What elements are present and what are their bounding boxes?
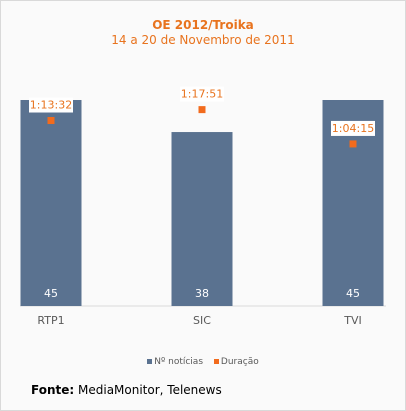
- duration-label-sic: 1:17:51: [181, 88, 223, 101]
- legend-item-count: Nº notícias: [147, 357, 203, 367]
- source-text: MediaMonitor, Telenews: [78, 383, 222, 397]
- legend-label-duration: Duração: [220, 357, 259, 367]
- chart-subtitle: 14 a 20 de Novembro de 2011: [111, 33, 295, 47]
- duration-label-bg-sic: [180, 86, 224, 102]
- duration-label-bg-rtp1: [29, 97, 73, 113]
- bar-value-tvi: 45: [346, 287, 360, 300]
- tick-label-rtp1: RTP1: [37, 314, 64, 327]
- duration-label-tvi: 1:04:15: [332, 122, 374, 135]
- duration-label-rtp1: 1:13:32: [30, 99, 72, 112]
- bar-sic: [171, 132, 233, 306]
- marker-duration-tvi: [349, 140, 357, 148]
- legend-item-duration: Duração: [213, 357, 259, 367]
- bar-value-sic: 38: [195, 287, 209, 300]
- bar-rtp1: [20, 100, 82, 306]
- legend-swatch-count: [147, 359, 153, 364]
- legend: Nº notícias Duração: [0, 357, 406, 367]
- legend-label-count: Nº notícias: [154, 357, 204, 367]
- source-label: Fonte:: [31, 383, 75, 397]
- marker-duration-rtp1: [47, 117, 55, 125]
- source-note: Fonte: MediaMonitor, Telenews: [31, 383, 222, 397]
- duration-label-bg-tvi: [331, 120, 375, 136]
- chart-title: OE 2012/Troika: [152, 18, 254, 32]
- bar-value-rtp1: 45: [44, 287, 58, 300]
- marker-duration-sic: [198, 106, 206, 114]
- tick-label-sic: SIC: [193, 314, 211, 327]
- tick-label-tvi: TVI: [343, 314, 362, 327]
- legend-swatch-duration: [213, 359, 219, 364]
